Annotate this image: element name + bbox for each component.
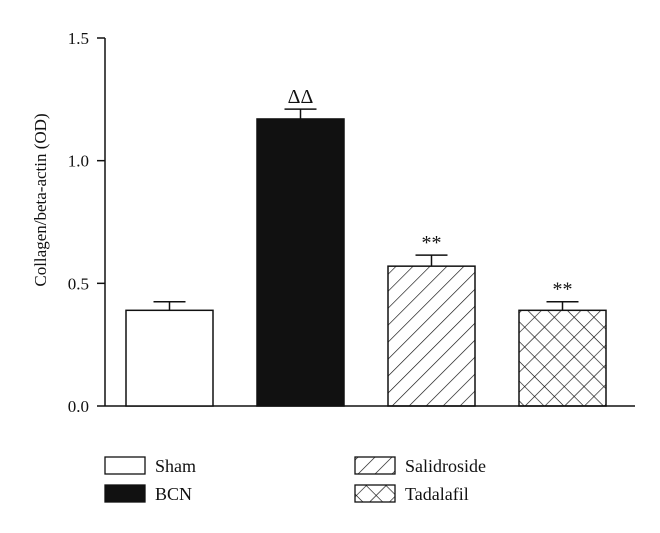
legend-label-bcn: BCN: [155, 484, 192, 504]
bar-tadalafil: [518, 309, 607, 407]
y-tick-label: 0.0: [68, 397, 89, 416]
legend-swatch-tadalafil: [354, 484, 396, 503]
legend-label-salidroside: Salidroside: [405, 456, 486, 476]
significance-label: **: [553, 279, 573, 301]
legend-swatch-bcn: [104, 484, 146, 503]
legend: Sham BCN Salidroside Tadalafil: [104, 456, 486, 504]
y-axis-title: Collagen/beta-actin (OD): [31, 113, 50, 286]
legend-swatch-sham: [104, 456, 146, 475]
y-tick-label: 0.5: [68, 274, 89, 293]
legend-label-tadalafil: Tadalafil: [405, 484, 469, 504]
bar-sham: [125, 309, 214, 407]
legend-label-sham: Sham: [155, 456, 196, 476]
legend-swatch-salidroside: [354, 456, 396, 475]
significance-label: ΔΔ: [288, 86, 314, 108]
significance-label: **: [422, 232, 442, 254]
y-tick-label: 1.0: [68, 152, 89, 171]
y-tick-label: 1.5: [68, 29, 89, 48]
bar-salidroside: [387, 265, 476, 407]
bar-bcn: [256, 118, 345, 407]
